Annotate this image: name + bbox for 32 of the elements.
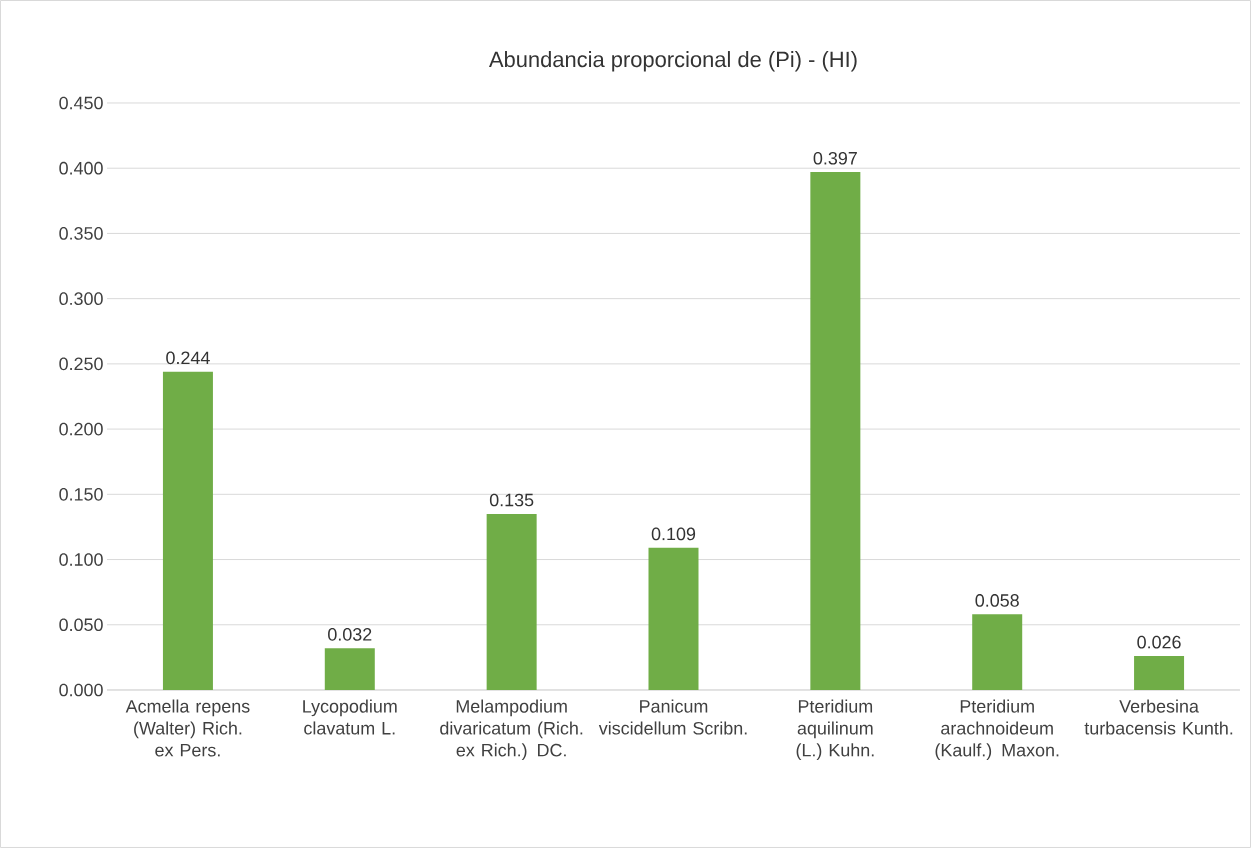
bar [486,513,537,690]
y-tick-label: 0.050 [59,618,103,632]
y-tick-label: 0.250 [59,357,103,371]
y-tick-label: 0.200 [59,422,103,436]
y-tick-label: 0.000 [59,683,103,697]
x-tick-label: Verbesina turbacensis Kunth. [1084,699,1233,735]
data-label: 0.135 [489,493,534,507]
y-tick-label: 0.350 [59,227,103,240]
bar [972,614,1023,690]
bar [1134,656,1185,690]
y-tick-label: 0.150 [59,487,103,501]
x-tick-label: Lycopodium clavatum L. [303,699,397,735]
x-tick-label: Pteridium aquilinum (L.) Kuhn. [796,699,874,761]
y-tick-label: 0.100 [59,553,103,566]
y-tick-label: 0.400 [59,161,103,175]
data-label: 0.026 [1137,635,1181,649]
data-label: 0.397 [813,151,857,165]
x-tick-label: Melampodium divaricatum (Rich. ex Rich.) DC. [440,699,583,761]
data-label: 0.032 [328,628,372,641]
x-tick-label: Acmella repens (Walter) Rich. ex Pers. [125,699,250,757]
bar [648,547,699,690]
data-label: 0.109 [651,527,696,541]
data-label: 0.058 [975,594,1019,607]
bar [324,648,375,690]
bar [162,371,213,690]
chart-title: Abundancia proporcional de (Pi) - (HI) [488,51,857,72]
data-label: 0.244 [166,351,210,365]
bar [810,172,861,690]
y-tick-label: 0.300 [59,292,103,305]
x-tick-label: Panicum viscidellum Scribn. [598,699,747,735]
x-tick-label: Pteridium arachnoideum (Kaulf.) Maxon. [935,699,1059,761]
y-tick-label: 0.450 [59,96,103,110]
